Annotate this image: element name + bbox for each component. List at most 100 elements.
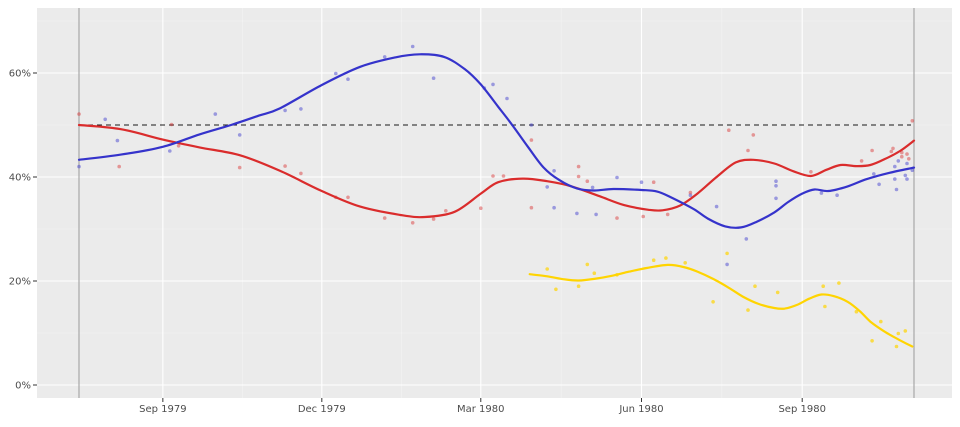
poll-point-red: [665, 212, 670, 217]
poll-point-red: [751, 133, 756, 137]
plot-panel: [37, 8, 952, 398]
poll-point-blue: [893, 164, 897, 169]
poll-point-blue: [594, 212, 598, 217]
poll-point-blue: [529, 123, 534, 127]
poll-point-blue: [639, 180, 644, 184]
poll-point-yellow: [545, 267, 549, 271]
poll-point-blue: [590, 185, 595, 190]
poll-point-blue: [819, 191, 824, 195]
poll-point-blue: [894, 187, 899, 192]
poll-point-yellow: [746, 308, 750, 312]
poll-point-red: [410, 221, 415, 225]
poll-point-red: [905, 152, 909, 156]
poll-point-yellow: [879, 319, 883, 324]
poll-point-blue: [491, 82, 495, 87]
y-tick-label: 40%: [9, 173, 31, 184]
poll-point-blue: [910, 168, 915, 172]
poll-point-yellow: [903, 329, 908, 333]
poll-point-blue: [213, 112, 218, 116]
trend-line-blue: [77, 53, 916, 229]
poll-point-red: [727, 128, 731, 132]
poll-point-red: [299, 171, 303, 176]
poll-point-red: [529, 138, 534, 142]
poll-point-blue: [299, 107, 303, 111]
poll-point-blue: [410, 44, 415, 49]
y-tick-label: 20%: [9, 277, 31, 288]
poll-point-blue: [774, 184, 778, 188]
poll-point-red: [651, 180, 656, 184]
poll-point-yellow: [683, 261, 687, 265]
poll-point-red: [117, 164, 121, 169]
poll-point-red: [870, 148, 874, 153]
poll-point-red: [444, 209, 448, 213]
poll-point-red: [576, 164, 581, 169]
poll-point-red: [283, 164, 287, 168]
poll-point-red: [431, 217, 436, 221]
poll-point-blue: [168, 149, 172, 153]
poll-point-blue: [334, 71, 338, 76]
poll-point-blue: [552, 169, 556, 173]
poll-point-red: [746, 148, 750, 153]
poll-point-yellow: [651, 258, 656, 263]
poll-point-red: [615, 216, 619, 220]
trend-line-red: [77, 123, 916, 219]
x-tick-label: Mar 1980: [457, 404, 505, 415]
poll-point-blue: [835, 193, 839, 197]
poll-point-blue: [615, 175, 619, 180]
poll-point-red: [479, 206, 483, 210]
poll-point-yellow: [896, 331, 901, 336]
poll-point-red: [382, 216, 387, 220]
x-tick-label: Sep 1980: [778, 404, 825, 415]
poll-point-red: [169, 122, 174, 127]
poll-point-blue: [283, 108, 287, 113]
poll-point-blue: [774, 179, 778, 183]
poll-point-red: [641, 214, 645, 219]
poll-point-yellow: [576, 284, 581, 289]
x-tick-label: Jun 1980: [618, 404, 663, 415]
poll-point-red: [585, 179, 590, 183]
poll-point-blue: [77, 164, 81, 169]
poll-point-yellow: [821, 284, 825, 289]
poll-point-red: [900, 154, 904, 159]
poll-point-blue: [872, 172, 876, 176]
poll-point-red: [907, 157, 911, 161]
trend-line-yellow: [528, 263, 914, 348]
poll-point-red: [237, 165, 242, 170]
poll-point-yellow: [592, 271, 597, 276]
poll-point-blue: [103, 117, 107, 122]
poll-point-blue: [905, 177, 909, 181]
poll-point-blue: [431, 76, 436, 80]
poll-point-yellow: [585, 262, 590, 267]
y-tick-label: 60%: [9, 69, 31, 80]
poll-point-yellow: [837, 281, 841, 285]
poll-point-red: [346, 195, 350, 200]
poll-point-yellow: [554, 287, 558, 292]
poll-point-blue: [725, 262, 729, 267]
poll-point-blue: [896, 159, 901, 163]
poll-point-blue: [382, 55, 387, 59]
poll-point-yellow: [753, 284, 757, 289]
poll-point-blue: [903, 173, 908, 178]
poll-point-red: [891, 146, 895, 151]
poll-point-yellow: [725, 251, 729, 256]
poll-point-red: [501, 174, 506, 178]
poll-point-yellow: [775, 290, 780, 295]
poll-point-red: [491, 174, 495, 178]
poll-point-blue: [774, 196, 778, 201]
poll-point-red: [176, 144, 181, 148]
poll-point-red: [529, 205, 534, 210]
poll-point-blue: [688, 193, 693, 197]
poll-point-blue: [545, 185, 549, 189]
poll-point-blue: [575, 211, 579, 216]
poll-point-blue: [552, 205, 556, 210]
poll-point-blue: [237, 133, 242, 137]
poll-point-blue: [505, 96, 509, 101]
poll-point-red: [910, 119, 915, 123]
poll-point-yellow: [894, 344, 899, 349]
poll-point-blue: [905, 161, 909, 166]
poll-point-blue: [893, 177, 897, 181]
scatter-points-blue: [77, 44, 915, 267]
scatter-points-red: [77, 112, 915, 225]
